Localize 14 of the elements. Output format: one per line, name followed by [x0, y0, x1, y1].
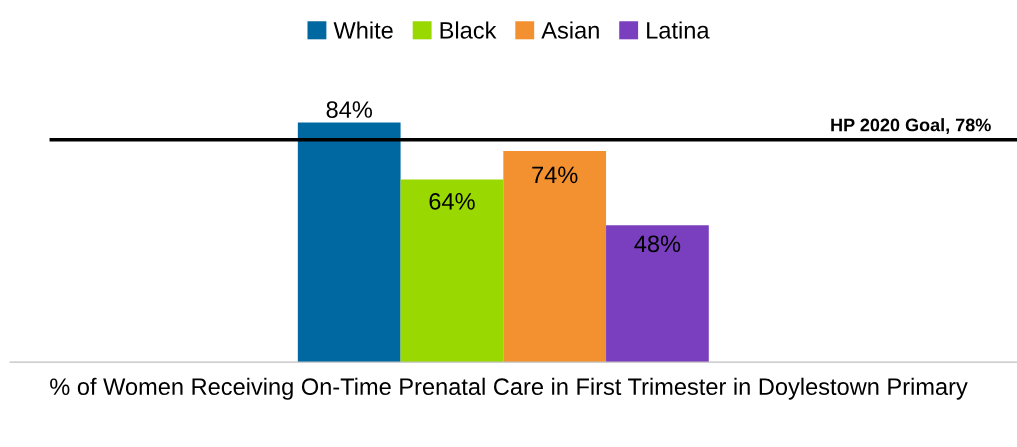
data-label: 48%: [634, 235, 681, 253]
data-label: 74%: [532, 166, 578, 184]
bar: [503, 151, 607, 363]
bar: [606, 225, 709, 363]
ref-line-label: HP 2020 Goal, 78%: [831, 118, 991, 134]
legend-label: Asian: [541, 21, 599, 39]
bar: [400, 179, 504, 363]
legend-label: White: [333, 21, 393, 39]
data-label: 84%: [326, 101, 372, 118]
data-label: 64%: [429, 193, 475, 210]
x-axis-title: % of Women Receiving On-Time Prenatal Care in First Trimester in Doylestown Primary: [50, 377, 968, 400]
legend-label: Black: [440, 21, 497, 39]
legend-label: Latina: [647, 21, 710, 39]
bar: [297, 122, 401, 363]
